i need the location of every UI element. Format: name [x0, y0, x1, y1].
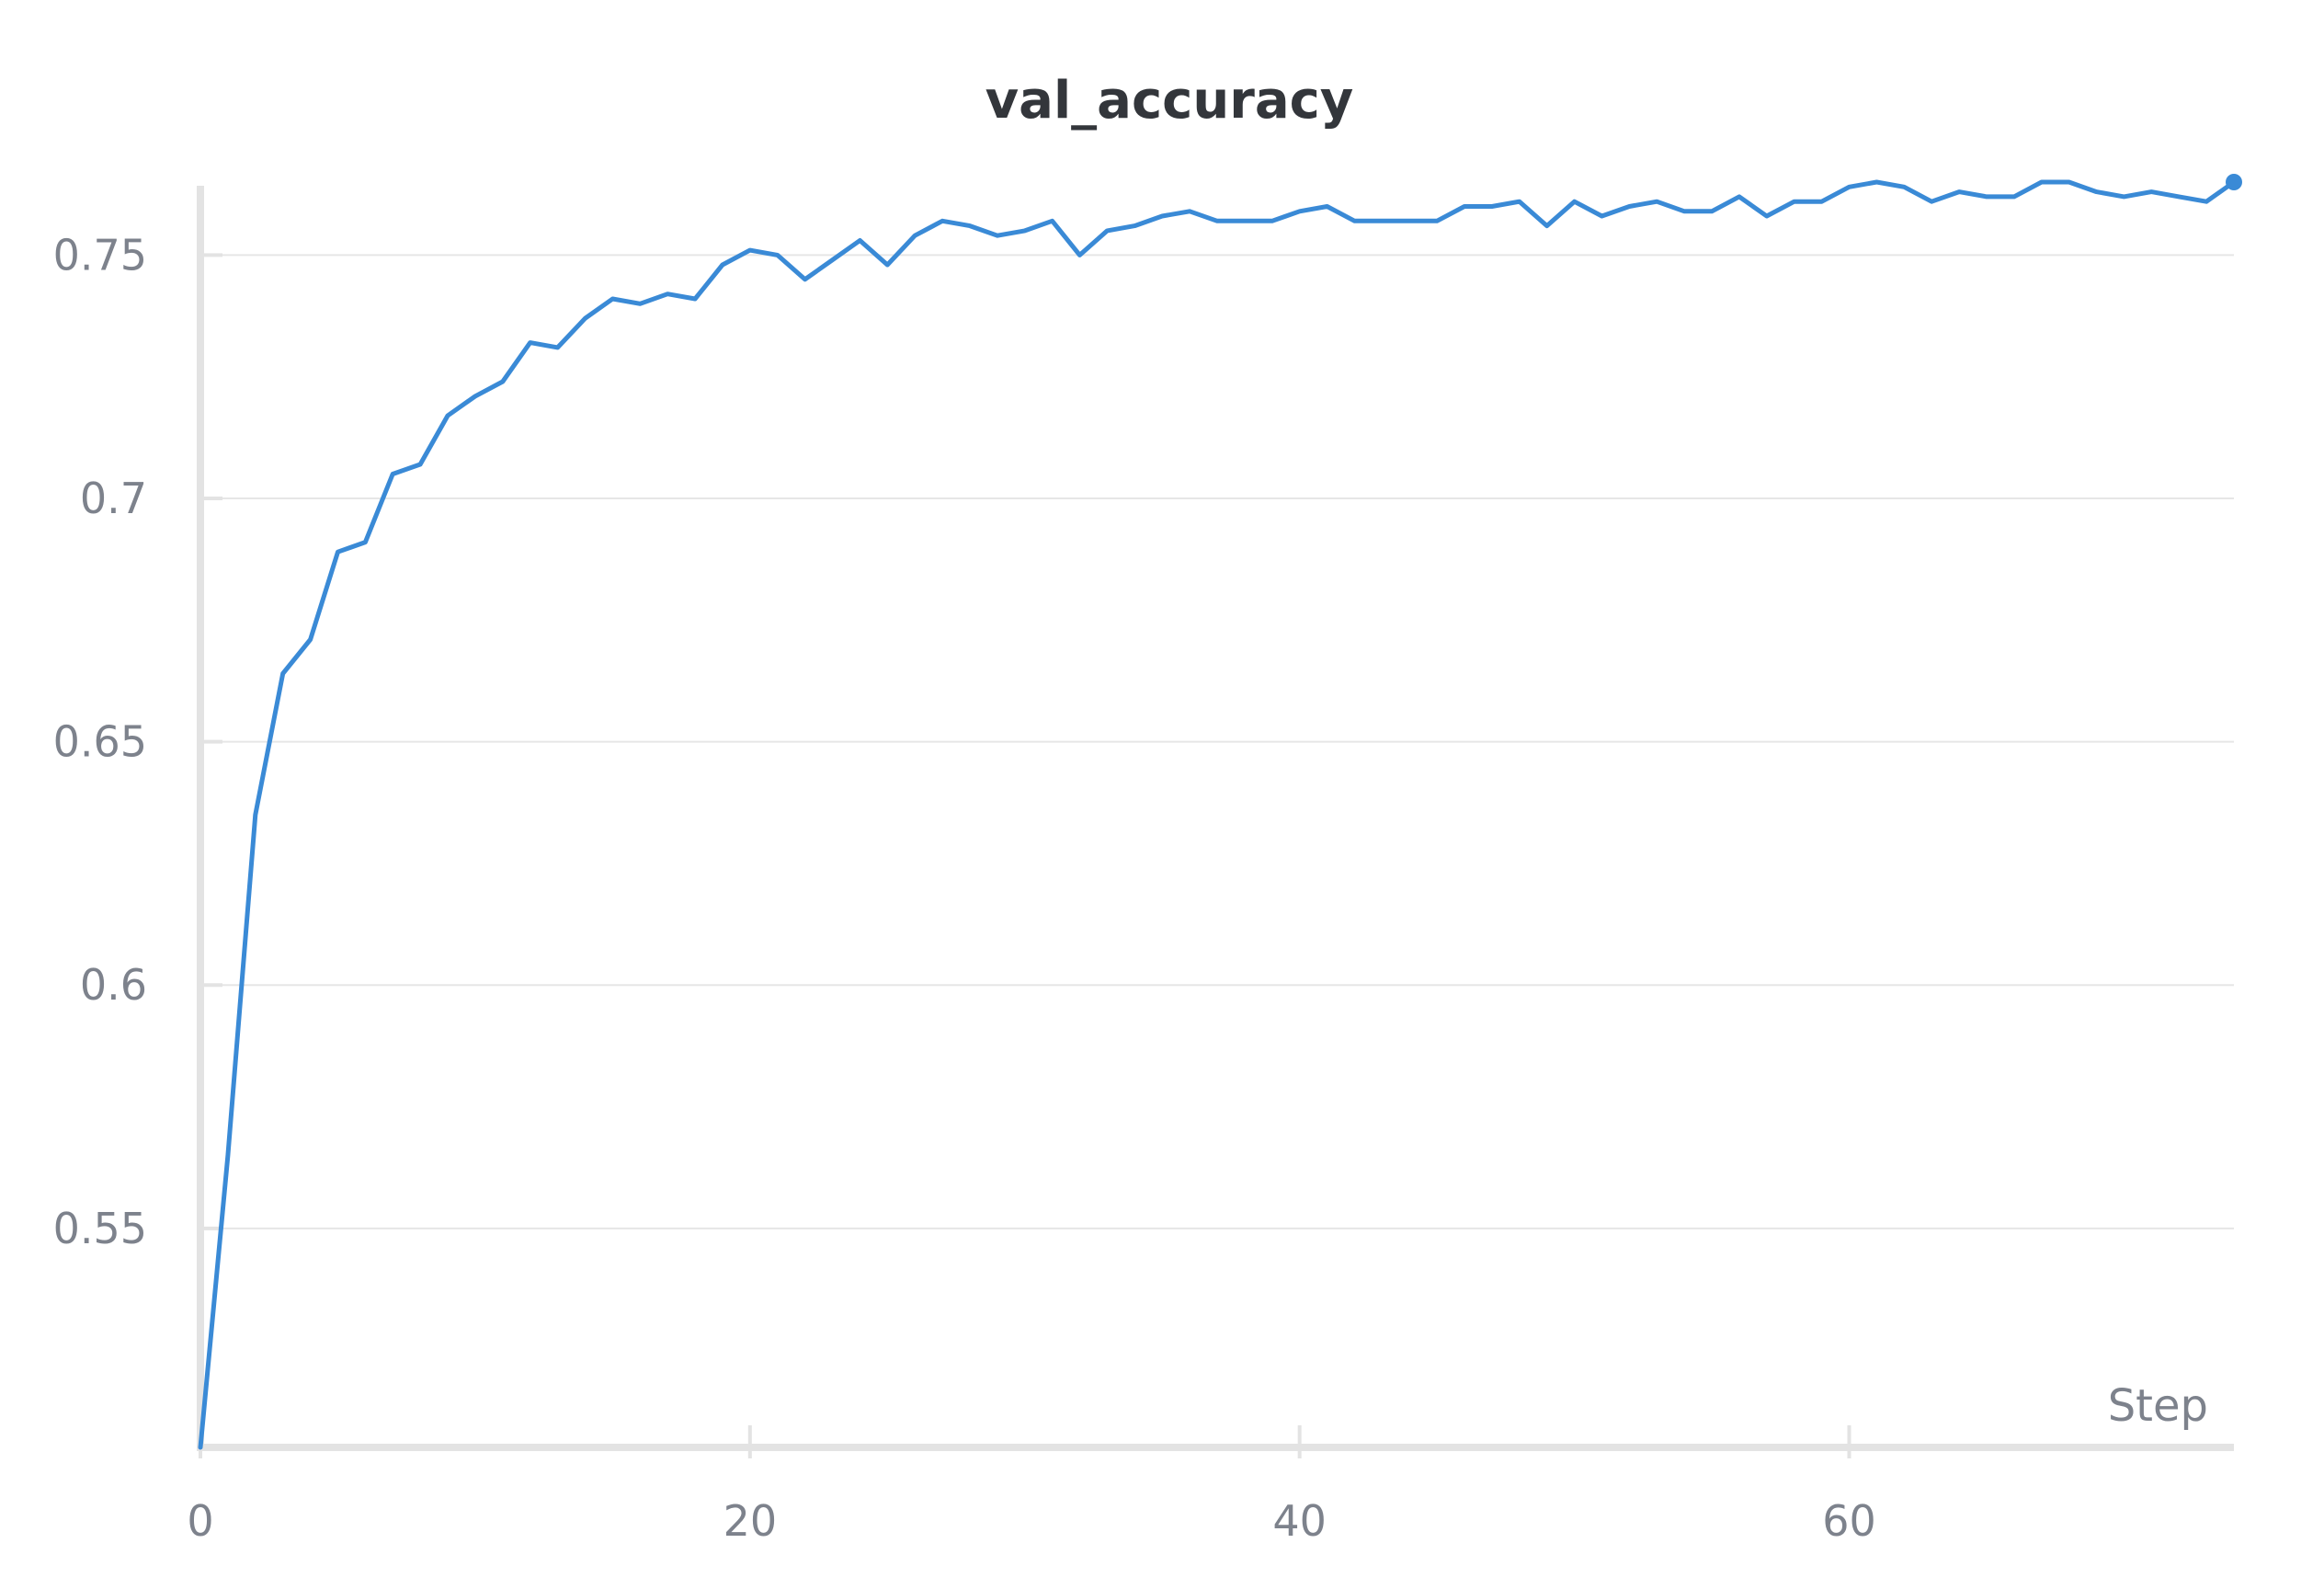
x-axis-label: Step	[2108, 1380, 2208, 1432]
y-axis-ticks: 0.55 0.6 0.65 0.7 0.75	[53, 230, 222, 1253]
y-tick-label: 0.75	[53, 230, 147, 280]
x-tick-label: 40	[1272, 1496, 1327, 1546]
last-point-marker	[2226, 174, 2242, 190]
y-tick-label: 0.6	[80, 960, 147, 1010]
y-tick-label: 0.55	[53, 1204, 147, 1253]
series-layer	[198, 174, 2242, 1450]
chart-title: val_accuracy	[985, 71, 1354, 131]
grid-lines	[200, 254, 2234, 1229]
x-tick-label: 20	[723, 1496, 778, 1546]
x-axis-ticks: 0 20 40 60	[187, 1425, 1876, 1546]
series-line	[198, 179, 2237, 1450]
x-tick-label: 0	[187, 1496, 213, 1546]
y-tick-label: 0.65	[53, 717, 147, 767]
x-tick-label: 60	[1822, 1496, 1876, 1546]
y-tick-label: 0.7	[80, 474, 147, 523]
